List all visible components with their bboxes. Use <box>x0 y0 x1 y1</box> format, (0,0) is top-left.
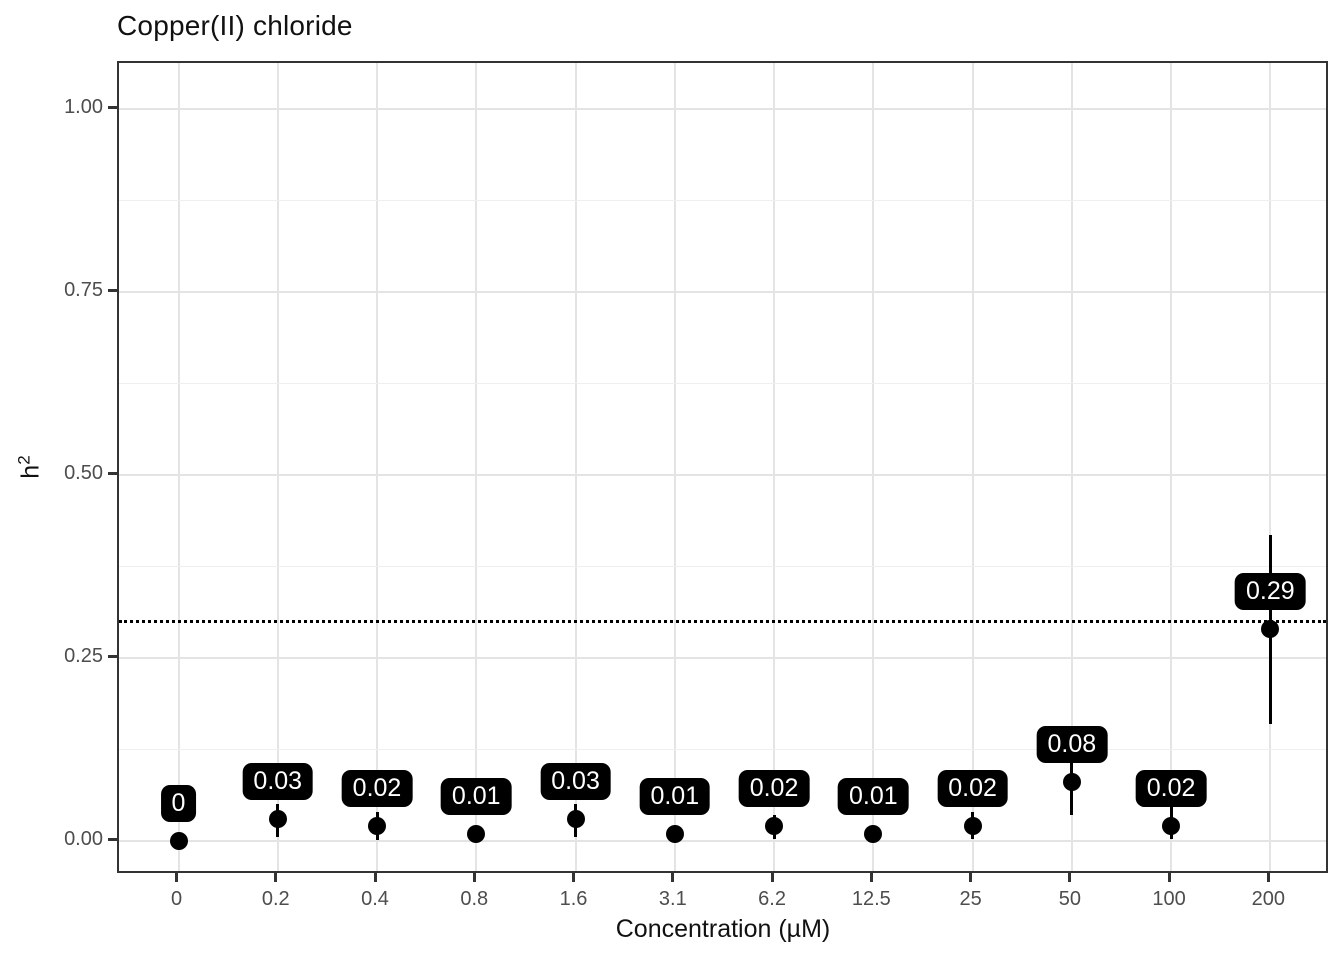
v-gridline <box>1070 63 1073 871</box>
v-gridline <box>773 63 776 871</box>
h-gridline-minor <box>119 383 1326 384</box>
y-tick <box>108 837 117 841</box>
y-tick-label: 0.00 <box>64 828 103 850</box>
x-axis-title: Concentration (µM) <box>615 915 831 943</box>
data-point <box>467 824 486 843</box>
v-gridline <box>1170 63 1173 871</box>
data-point <box>963 817 982 836</box>
x-tick-label: 12.5 <box>851 888 891 910</box>
data-point <box>268 810 287 829</box>
v-gridline <box>971 63 974 871</box>
data-point <box>864 824 883 843</box>
reference-dotted-line <box>119 619 1326 623</box>
x-tick-label: 1.6 <box>559 888 588 910</box>
v-gridline <box>673 63 676 871</box>
x-tick-label: 0.2 <box>261 888 290 910</box>
data-point-label: 0.02 <box>341 770 413 808</box>
x-tick-label: 200 <box>1251 888 1286 910</box>
y-tick-label: 0.75 <box>64 279 103 301</box>
x-tick-label: 100 <box>1152 888 1186 910</box>
x-tick-label: 6.2 <box>758 888 786 910</box>
v-gridline <box>475 63 478 871</box>
h-gridline-minor <box>119 749 1326 750</box>
v-gridline <box>177 63 180 871</box>
x-tick <box>175 873 178 882</box>
x-tick-label: 3.1 <box>658 888 687 910</box>
y-tick <box>108 105 117 109</box>
x-tick <box>869 873 873 882</box>
data-point-label: 0.29 <box>1235 572 1306 610</box>
x-tick <box>969 873 973 882</box>
y-tick-label: 0.50 <box>64 462 103 484</box>
h-gridline-major <box>119 657 1326 659</box>
data-point <box>765 817 784 836</box>
data-point-label: 0.08 <box>1036 726 1108 764</box>
h-gridline-major <box>119 840 1326 842</box>
x-tick-label: 25 <box>959 888 982 910</box>
data-point-label: 0.01 <box>440 777 512 815</box>
h-gridline-major <box>119 291 1326 293</box>
data-point <box>368 817 387 836</box>
x-tick <box>1167 873 1171 882</box>
x-tick <box>671 873 675 882</box>
data-point <box>665 824 684 843</box>
plot-panel: 0 0.03 0.02 0.01 0.03 0.01 0.02 0.01 0.02 0.08 0.0… <box>117 61 1328 873</box>
v-gridline <box>276 63 279 871</box>
x-tick-label: 50 <box>1058 888 1081 910</box>
h-gridline-major <box>119 474 1326 476</box>
data-point-label: 0.01 <box>837 777 909 815</box>
data-point-label: 0.01 <box>639 777 711 815</box>
data-point <box>1162 817 1181 836</box>
y-tick <box>108 471 117 475</box>
y-tick-label: 0.25 <box>64 645 103 667</box>
x-tick-label: 0 <box>170 888 183 910</box>
data-point-label: 0.03 <box>242 763 314 801</box>
h-gridline-minor <box>119 200 1326 201</box>
data-point-label: 0 <box>160 785 197 822</box>
x-tick <box>274 873 278 882</box>
data-point <box>1062 773 1081 792</box>
x-tick-label: 0.8 <box>460 888 489 910</box>
data-point-label: 0.03 <box>540 763 611 801</box>
x-tick <box>1266 873 1270 882</box>
x-tick <box>373 873 377 882</box>
v-gridline <box>872 63 875 871</box>
data-point <box>566 810 585 829</box>
x-tick-label: 0.4 <box>361 888 389 910</box>
data-point-label: 0.02 <box>1135 770 1207 808</box>
y-tick <box>108 288 117 292</box>
h-gridline-major <box>119 108 1326 110</box>
data-point-label: 0.02 <box>937 770 1008 808</box>
v-gridline <box>1269 63 1272 871</box>
x-tick <box>472 873 476 882</box>
data-point <box>1261 619 1280 638</box>
h-gridline-minor <box>119 566 1326 567</box>
v-gridline <box>376 63 379 871</box>
x-tick <box>572 873 576 882</box>
chart-title: Copper(II) chloride <box>117 10 353 41</box>
v-gridline <box>574 63 577 871</box>
x-tick <box>770 873 774 882</box>
y-tick <box>108 654 117 658</box>
x-tick <box>1068 873 1072 882</box>
data-point <box>169 832 188 850</box>
y-tick-label: 1.00 <box>64 96 103 118</box>
data-point-label: 0.02 <box>738 770 810 808</box>
